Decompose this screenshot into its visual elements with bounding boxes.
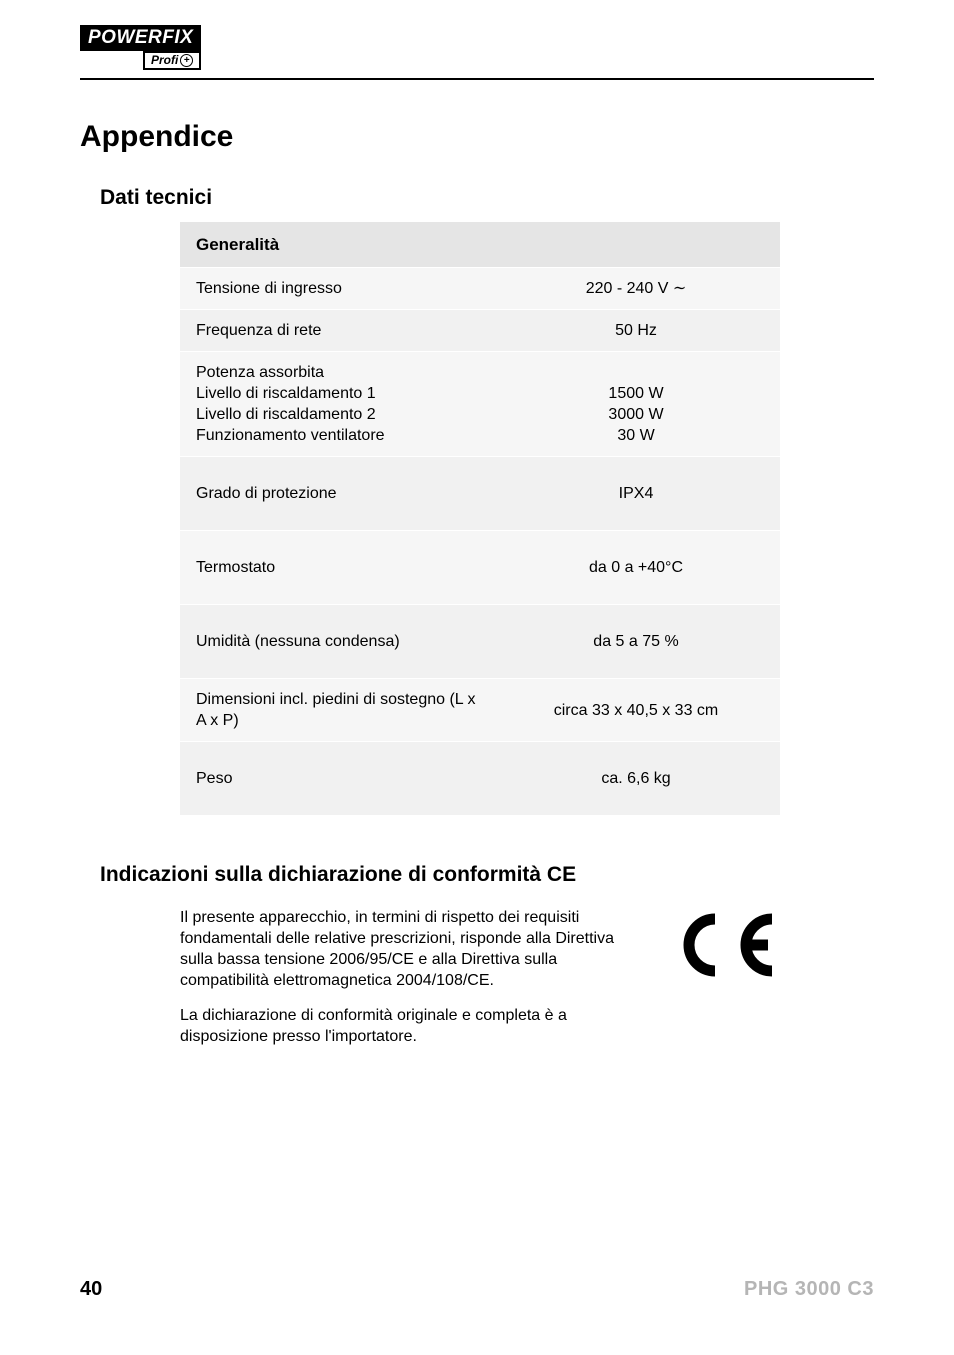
table-row: Umidità (nessuna condensa)da 5 a 75 % (180, 604, 780, 678)
spec-value: IPX4 (492, 457, 780, 530)
logo-top-text: POWERFIX (80, 25, 201, 51)
spec-value: 220 - 240 V ∼ (492, 268, 780, 309)
spec-value: ca. 6,6 kg (492, 742, 780, 815)
spec-value: circa 33 x 40,5 x 33 cm (492, 679, 780, 741)
spec-label: Peso (180, 742, 492, 815)
table-row: Grado di protezioneIPX4 (180, 456, 780, 530)
spec-value: da 0 a +40°C (492, 531, 780, 604)
table-row: Pesoca. 6,6 kg (180, 741, 780, 815)
ce-paragraph-2: La dichiarazione di conformità originale… (180, 1005, 620, 1047)
spec-label: Frequenza di rete (180, 310, 492, 351)
spec-label: Dimensioni incl. piedini di sostegno (L … (180, 679, 492, 741)
table-row: Dimensioni incl. piedini di sostegno (L … (180, 678, 780, 741)
spec-label: Termostato (180, 531, 492, 604)
table-row: Frequenza di rete50 Hz (180, 309, 780, 351)
ce-paragraph-1: Il presente apparecchio, in termini di r… (180, 907, 620, 991)
table-row: Potenza assorbitaLivello di riscaldament… (180, 351, 780, 456)
spec-label: Umidità (nessuna condensa) (180, 605, 492, 678)
table-row: Termostatoda 0 a +40°C (180, 530, 780, 604)
spec-value: 50 Hz (492, 310, 780, 351)
subsection-ce: Indicazioni sulla dichiarazione di confo… (100, 863, 874, 887)
specs-table: Generalità Tensione di ingresso220 - 240… (180, 222, 780, 815)
table-header: Generalità (180, 222, 780, 267)
brand-logo: POWERFIX Profi+ (80, 25, 201, 70)
spec-label: Tensione di ingresso (180, 268, 492, 309)
page-number: 40 (80, 1278, 102, 1301)
spec-value: da 5 a 75 % (492, 605, 780, 678)
model-code: PHG 3000 C3 (744, 1278, 874, 1301)
table-row: Tensione di ingresso220 - 240 V ∼ (180, 267, 780, 309)
logo-sub-text: Profi+ (143, 51, 201, 70)
subsection-tech-data: Dati tecnici (100, 186, 874, 210)
section-title: Appendice (80, 120, 874, 154)
spec-label: Grado di protezione (180, 457, 492, 530)
plus-icon: + (180, 54, 193, 67)
spec-label: Potenza assorbitaLivello di riscaldament… (180, 352, 492, 456)
spec-value: 1500 W3000 W30 W (492, 352, 780, 456)
ce-text: Il presente apparecchio, in termini di r… (180, 907, 620, 1061)
ce-mark-icon (650, 907, 780, 1061)
